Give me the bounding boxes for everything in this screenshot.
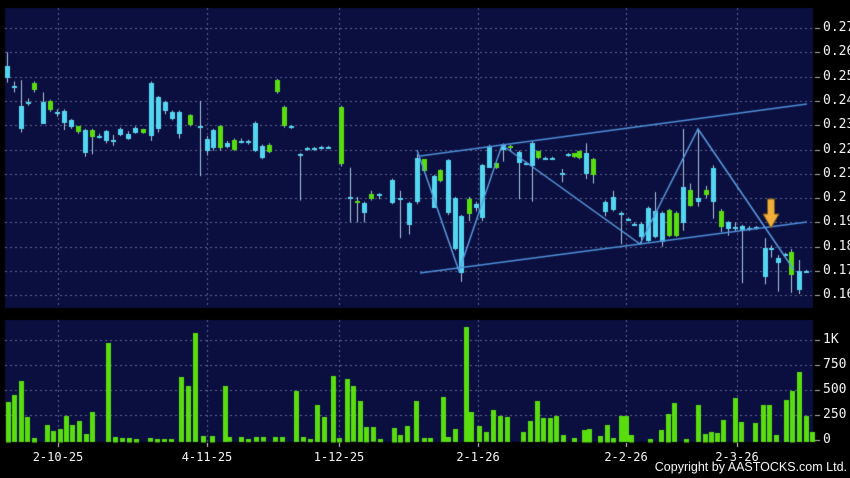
date-tick-label: 2-1-26 <box>456 450 500 464</box>
price-tick-label: 0.17 <box>823 263 850 278</box>
price-tick-label: 0.22 <box>823 141 850 157</box>
volume-tick-label: 750 <box>823 357 847 372</box>
price-tick-label: 0.26 <box>823 44 850 60</box>
price-tick-label: 0.27 <box>823 20 850 35</box>
price-tick-label: 0.25 <box>823 68 850 84</box>
volume-tick-label: 500 <box>823 382 847 397</box>
volume-tick-label: 250 <box>823 407 847 422</box>
price-tick-label: 0.19 <box>823 214 850 230</box>
volume-tick-label: 0 <box>823 432 831 447</box>
price-tick-label: 0.21 <box>823 165 850 181</box>
price-tick-label: 0.16 <box>823 287 850 303</box>
copyright-text: Copyright by AASTOCKS.com Ltd. <box>654 460 847 474</box>
date-tick-label: 2-2-26 <box>604 450 648 464</box>
price-tick-label: 0.24 <box>823 92 850 108</box>
price-tick-label: 0.23 <box>823 117 850 133</box>
volume-tick-label: 1K <box>823 332 839 347</box>
date-tick-label: 1-12-25 <box>313 450 365 464</box>
date-tick-label: 2-10-25 <box>32 450 84 464</box>
date-tick-label: 4-11-25 <box>181 450 233 464</box>
date-tick-label: 2-3-26 <box>715 450 759 464</box>
price-tick-label: 0.2 <box>823 190 847 206</box>
price-tick-label: 0.18 <box>823 238 850 254</box>
